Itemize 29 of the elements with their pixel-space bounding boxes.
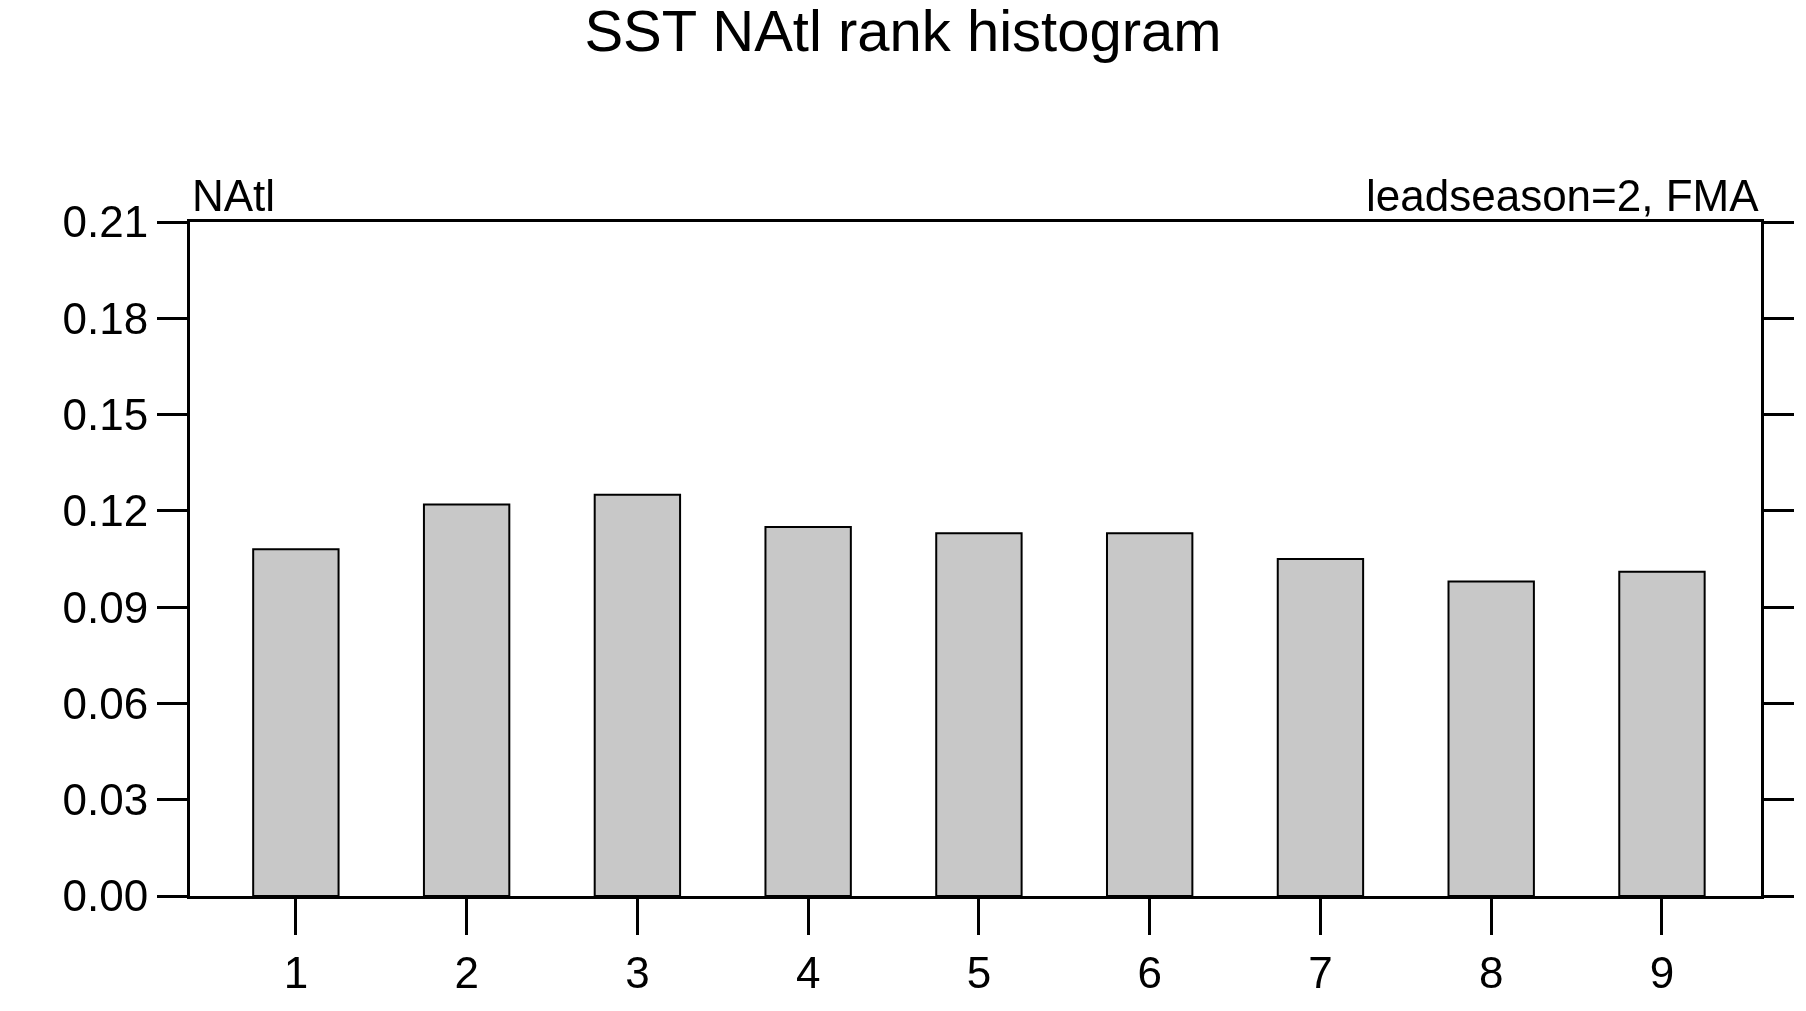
y-tick-label: 0.15 [62,389,149,439]
x-tick-label: 8 [1478,947,1504,997]
x-tick-label: 7 [1308,947,1333,997]
bar [764,525,852,896]
bar [935,532,1023,896]
y-tick-label: 0.12 [62,486,149,536]
x-tick-label: 9 [1649,947,1675,997]
bar [252,548,340,896]
x-tick-label: 5 [966,947,992,997]
x-tick-label: 4 [795,947,821,997]
bar [422,503,511,896]
bar [1105,532,1194,896]
x-tick-label: 2 [454,947,479,997]
y-tick-label: 0.03 [62,775,149,825]
text: NAtl [192,171,276,220]
bar [593,493,682,896]
bar [1447,580,1535,896]
chart-title: SST NAtl rank histogram [584,0,1222,63]
x-tick-label: 3 [625,947,650,997]
y-tick-label: 0.09 [62,582,149,632]
x-tick-label: 6 [1137,947,1162,997]
bar [1618,570,1706,896]
y-tick-label: 0.21 [62,197,149,247]
y-tick-label: 0.06 [62,678,149,728]
y-tick-label: 0.18 [62,293,149,343]
x-tick-label: 1 [283,947,309,997]
y-tick-label: 0.00 [62,871,149,921]
text: leadseason=2, FMA [1366,171,1760,220]
bar [1276,558,1365,896]
